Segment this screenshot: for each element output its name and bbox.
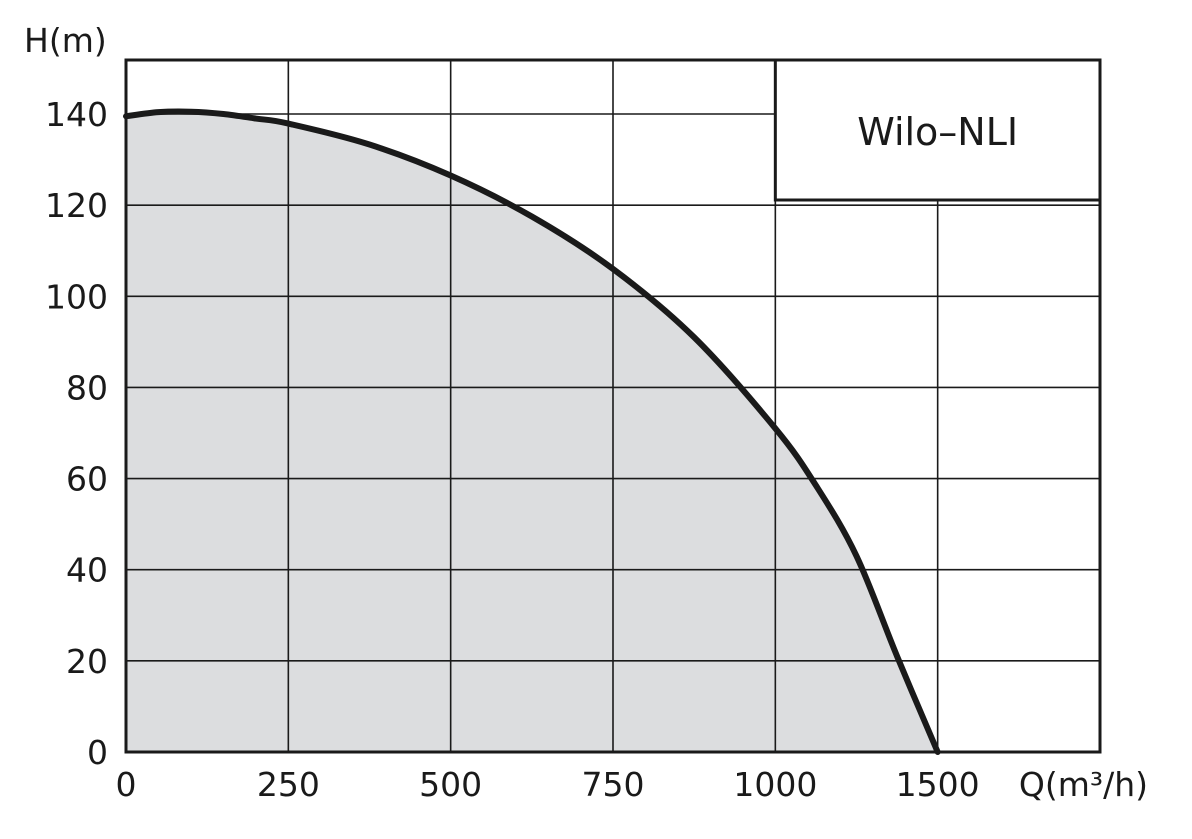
x-axis-label: Q(m³/h) — [1019, 765, 1148, 804]
x-tick-label: 0 — [116, 765, 137, 804]
legend-box: Wilo–NLI — [773, 58, 1102, 202]
x-tick-label: 500 — [419, 765, 482, 804]
y-tick-label: 0 — [87, 733, 108, 772]
plot-frame — [124, 58, 1102, 754]
legend-box-label: Wilo–NLI — [857, 110, 1018, 154]
y-axis-label: H(m) — [24, 21, 107, 60]
y-tick-label: 140 — [45, 95, 108, 134]
grid-lines-over-fill — [126, 60, 1100, 752]
x-tick-label: 1000 — [733, 765, 817, 804]
y-tick-label: 60 — [66, 460, 108, 499]
y-tick-label: 80 — [66, 368, 108, 407]
y-tick-label: 120 — [45, 186, 108, 225]
y-tick-label: 40 — [66, 551, 108, 590]
x-tick-label: 750 — [582, 765, 645, 804]
x-tick-labels: 0 250 500 750 1000 1500 — [116, 765, 980, 804]
x-tick-label: 1500 — [896, 765, 980, 804]
legend-box-frame — [773, 58, 1102, 202]
y-tick-label: 100 — [45, 277, 108, 316]
x-tick-label: 250 — [257, 765, 320, 804]
y-tick-label: 20 — [66, 642, 108, 681]
pump-curve-area — [126, 111, 938, 753]
pump-curve-line — [123, 108, 941, 755]
y-tick-labels: 0 20 40 60 80 100 120 140 — [45, 95, 108, 772]
